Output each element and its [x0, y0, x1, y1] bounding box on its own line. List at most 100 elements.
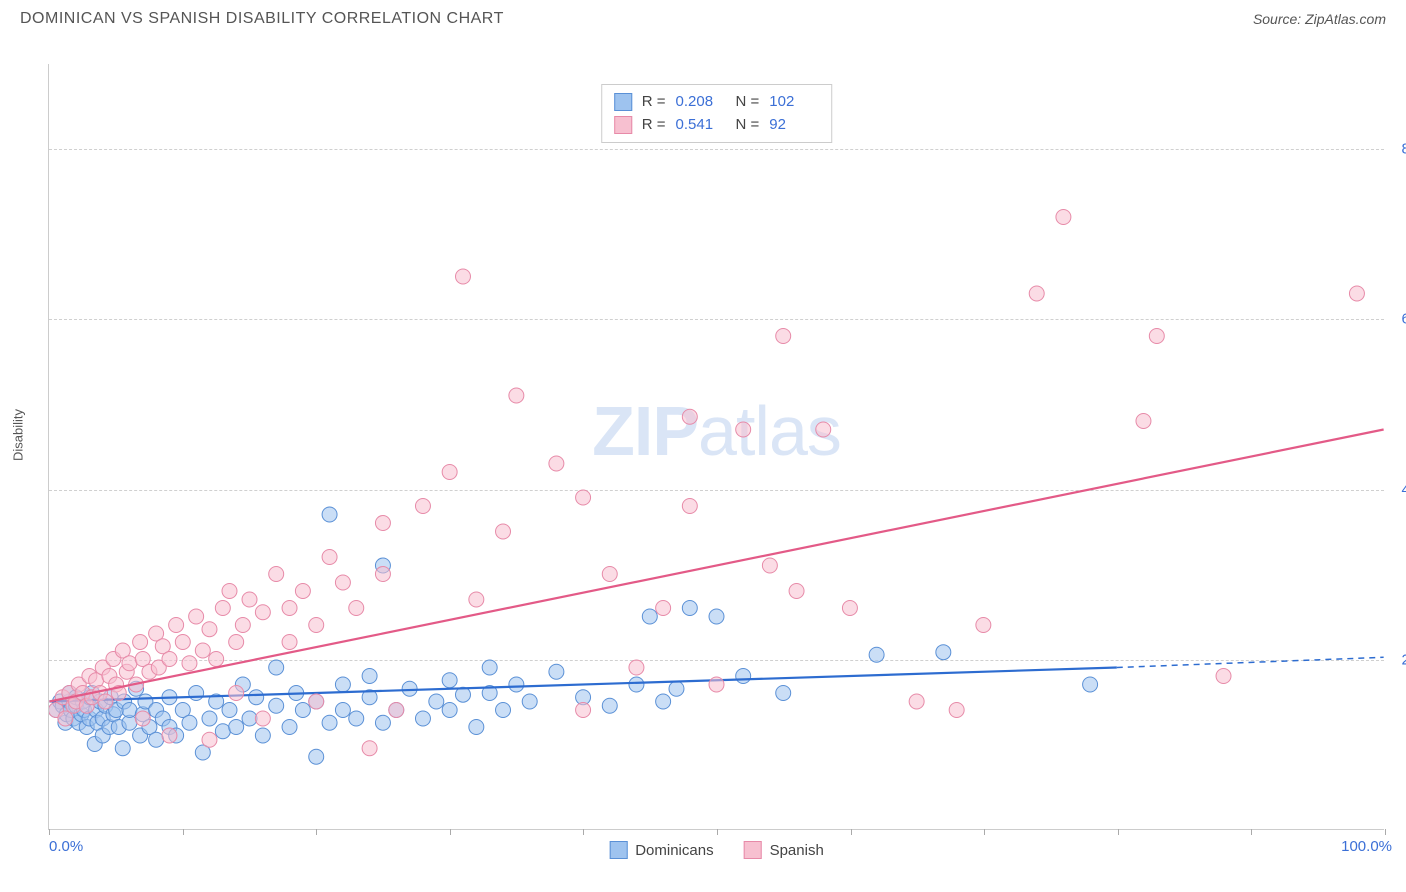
data-point-dominican: [509, 677, 524, 692]
data-point-spanish: [1149, 329, 1164, 344]
data-point-spanish: [255, 605, 270, 620]
n-value-dominican: 102: [769, 91, 819, 114]
data-point-spanish: [182, 656, 197, 671]
source-attribution: Source: ZipAtlas.com: [1253, 11, 1386, 27]
data-point-spanish: [549, 456, 564, 471]
data-point-spanish: [949, 703, 964, 718]
data-point-dominican: [349, 711, 364, 726]
data-point-spanish: [442, 465, 457, 480]
x-tick: [49, 829, 50, 835]
data-point-spanish: [229, 686, 244, 701]
x-tick: [183, 829, 184, 835]
data-point-spanish: [776, 329, 791, 344]
data-point-dominican: [429, 694, 444, 709]
data-point-spanish: [709, 677, 724, 692]
data-point-dominican: [549, 664, 564, 679]
data-point-spanish: [909, 694, 924, 709]
data-point-dominican: [469, 720, 484, 735]
data-point-spanish: [762, 558, 777, 573]
data-point-dominican: [362, 669, 377, 684]
data-point-spanish: [189, 609, 204, 624]
r-label: R =: [642, 91, 666, 114]
data-point-dominican: [682, 601, 697, 616]
data-point-spanish: [976, 618, 991, 633]
data-point-dominican: [482, 660, 497, 675]
chart-container: Disability ZIPatlas 20.0%40.0%60.0%80.0%…: [48, 40, 1384, 830]
stats-row-dominican: R = 0.208 N = 102: [614, 91, 820, 114]
data-point-spanish: [255, 711, 270, 726]
data-point-spanish: [242, 592, 257, 607]
data-point-dominican: [255, 728, 270, 743]
y-axis-label: 60.0%: [1401, 311, 1406, 328]
data-point-spanish: [682, 499, 697, 514]
data-point-spanish: [309, 618, 324, 633]
x-axis-min-label: 0.0%: [49, 838, 83, 855]
n-label: N =: [736, 114, 760, 137]
data-point-dominican: [402, 681, 417, 696]
data-point-spanish: [682, 409, 697, 424]
data-point-spanish: [98, 694, 113, 709]
data-point-dominican: [442, 703, 457, 718]
data-point-spanish: [209, 652, 224, 667]
x-tick: [984, 829, 985, 835]
data-point-spanish: [202, 732, 217, 747]
regression-line-spanish: [49, 430, 1383, 702]
stats-legend: R = 0.208 N = 102 R = 0.541 N = 92: [601, 84, 833, 143]
r-value-spanish: 0.541: [676, 114, 726, 137]
y-axis-label: 80.0%: [1401, 141, 1406, 158]
data-point-dominican: [249, 690, 264, 705]
data-point-spanish: [469, 592, 484, 607]
data-point-spanish: [362, 741, 377, 756]
data-point-spanish: [456, 269, 471, 284]
legend-label-dominican: Dominicans: [635, 842, 713, 859]
data-point-dominican: [656, 694, 671, 709]
data-point-dominican: [669, 681, 684, 696]
data-point-spanish: [269, 567, 284, 582]
data-point-spanish: [789, 584, 804, 599]
data-point-spanish: [656, 601, 671, 616]
data-point-dominican: [522, 694, 537, 709]
series-legend: Dominicans Spanish: [609, 841, 824, 859]
data-point-spanish: [195, 643, 210, 658]
data-point-spanish: [229, 635, 244, 650]
data-point-spanish: [389, 703, 404, 718]
data-point-dominican: [222, 703, 237, 718]
data-point-dominican: [229, 720, 244, 735]
data-point-spanish: [1349, 286, 1364, 301]
data-point-dominican: [415, 711, 430, 726]
x-tick: [851, 829, 852, 835]
data-point-dominican: [122, 703, 137, 718]
data-point-dominican: [936, 645, 951, 660]
data-point-spanish: [282, 635, 297, 650]
data-point-dominican: [215, 724, 230, 739]
scatter-plot-svg: [49, 64, 1384, 829]
data-point-spanish: [1029, 286, 1044, 301]
x-tick: [717, 829, 718, 835]
data-point-spanish: [629, 660, 644, 675]
x-axis-max-label: 100.0%: [1341, 838, 1392, 855]
data-point-spanish: [816, 422, 831, 437]
stats-row-spanish: R = 0.541 N = 92: [614, 114, 820, 137]
data-point-dominican: [322, 507, 337, 522]
n-value-spanish: 92: [769, 114, 819, 137]
data-point-spanish: [842, 601, 857, 616]
data-point-spanish: [162, 728, 177, 743]
x-tick: [583, 829, 584, 835]
data-point-spanish: [602, 567, 617, 582]
data-point-spanish: [1216, 669, 1231, 684]
data-point-dominican: [295, 703, 310, 718]
swatch-dominican: [614, 93, 632, 111]
data-point-dominican: [442, 673, 457, 688]
data-point-dominican: [149, 732, 164, 747]
data-point-dominican: [242, 711, 257, 726]
x-tick: [450, 829, 451, 835]
data-point-dominican: [736, 669, 751, 684]
data-point-spanish: [375, 516, 390, 531]
data-point-spanish: [1136, 414, 1151, 429]
data-point-dominican: [269, 660, 284, 675]
swatch-spanish: [744, 841, 762, 859]
x-tick: [1385, 829, 1386, 835]
data-point-spanish: [576, 703, 591, 718]
data-point-dominican: [182, 715, 197, 730]
data-point-dominican: [335, 677, 350, 692]
